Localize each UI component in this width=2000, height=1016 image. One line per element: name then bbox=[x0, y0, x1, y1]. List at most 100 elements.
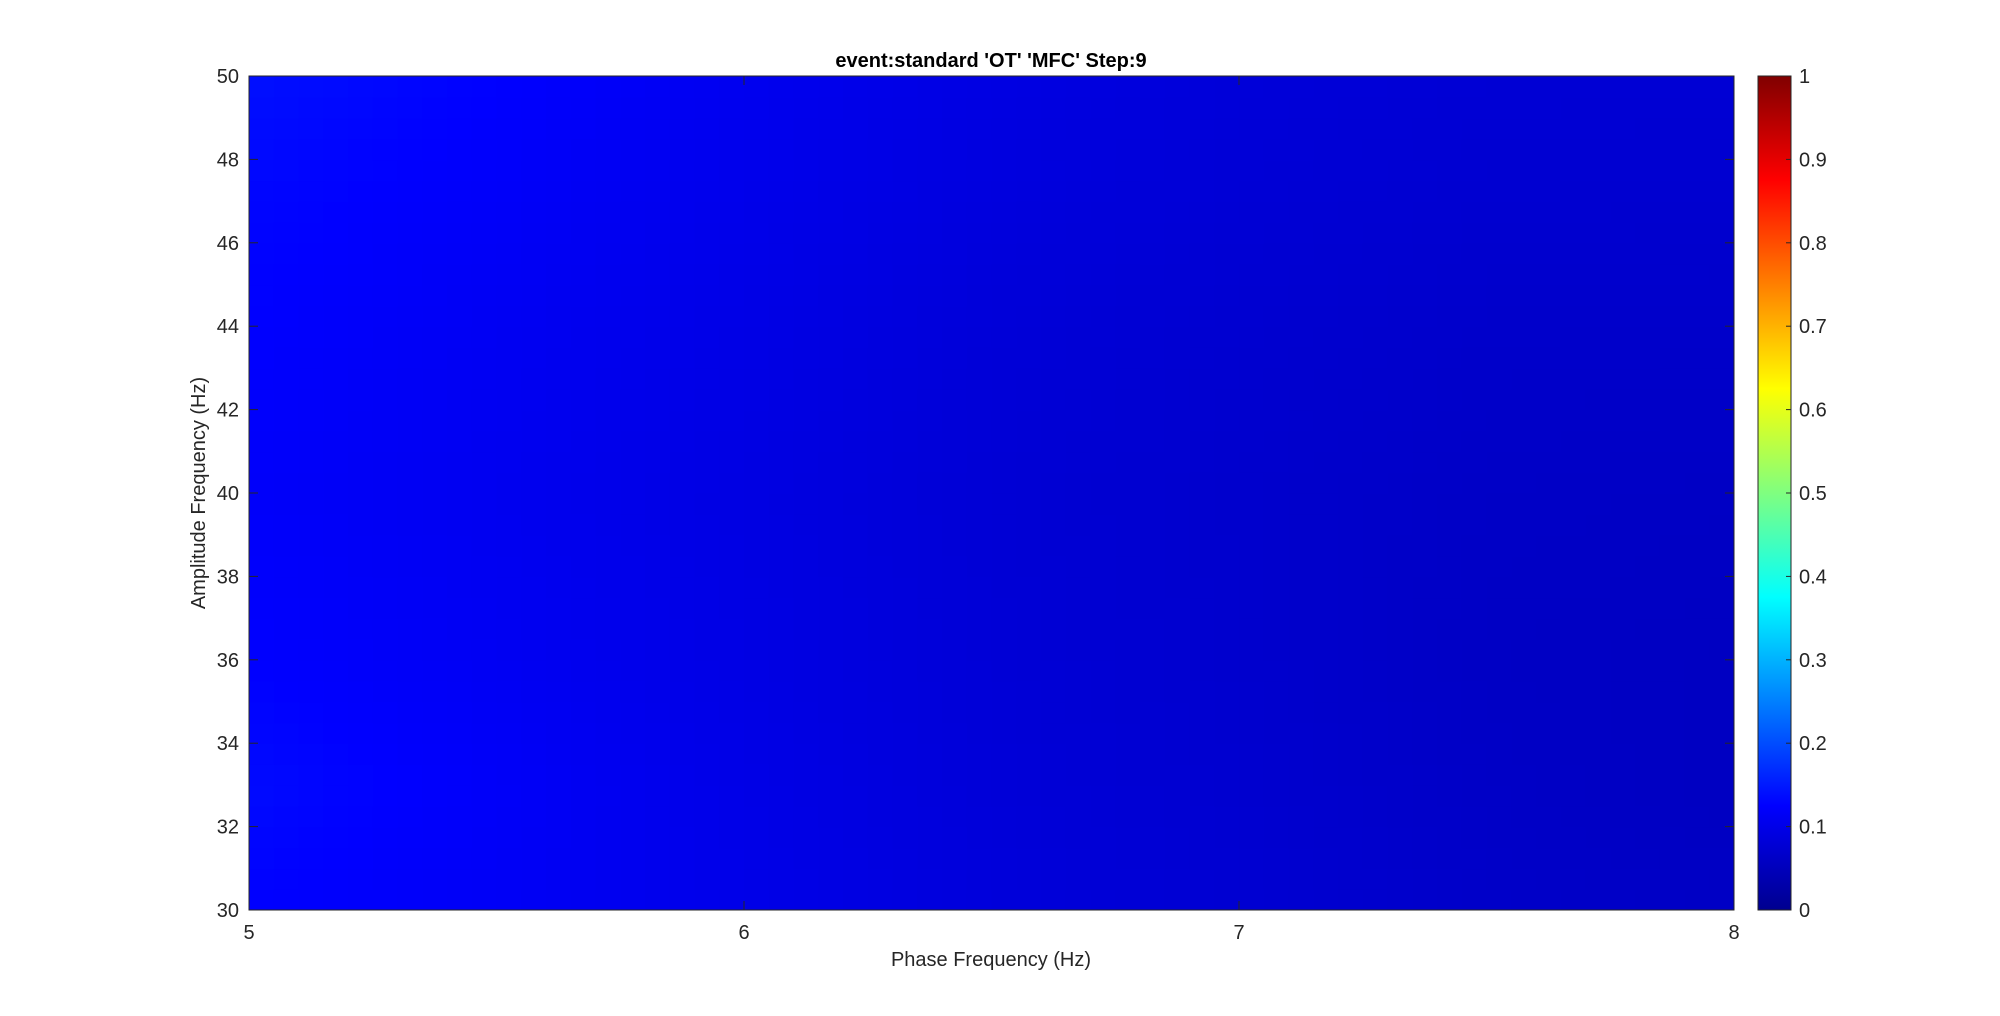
heatmap-cell bbox=[1214, 597, 1240, 619]
heatmap-cell bbox=[645, 618, 671, 640]
heatmap-cell bbox=[298, 659, 325, 682]
heatmap-cell bbox=[323, 805, 349, 828]
heatmap-cell bbox=[1412, 659, 1438, 682]
heatmap-cell bbox=[348, 326, 374, 348]
heatmap-cell bbox=[719, 180, 745, 202]
heatmap-cell bbox=[1461, 221, 1488, 244]
heatmap-cell bbox=[273, 555, 300, 578]
heatmap-cell bbox=[1461, 409, 1488, 432]
heatmap-cell bbox=[323, 388, 349, 411]
heatmap-cell bbox=[422, 430, 448, 453]
heatmap-cell bbox=[1684, 555, 1711, 578]
heatmap-cell bbox=[595, 96, 622, 119]
heatmap-cell bbox=[1263, 367, 1290, 390]
heatmap-cell bbox=[917, 409, 943, 432]
heatmap-cell bbox=[793, 889, 820, 910]
heatmap-cell bbox=[1659, 472, 1686, 494]
heatmap-cell bbox=[620, 388, 646, 411]
heatmap-cell bbox=[669, 618, 696, 640]
heatmap-cell bbox=[1288, 263, 1315, 286]
heatmap-cell bbox=[1313, 576, 1339, 599]
heatmap-cell bbox=[1659, 659, 1686, 682]
heatmap-cell bbox=[521, 513, 547, 536]
heatmap-cell bbox=[620, 96, 646, 119]
heatmap-cell bbox=[1189, 534, 1216, 557]
heatmap-cell bbox=[892, 347, 919, 369]
heatmap-cell bbox=[917, 534, 943, 557]
heatmap-cell bbox=[1461, 242, 1488, 265]
heatmap-cell bbox=[1239, 764, 1265, 786]
colorbar-tick-label: 0 bbox=[1799, 900, 1810, 922]
heatmap-cell bbox=[1536, 367, 1562, 390]
heatmap-cell bbox=[768, 472, 795, 494]
heatmap-cell bbox=[1090, 117, 1117, 140]
heatmap-cell bbox=[1585, 784, 1612, 807]
heatmap-cell bbox=[1338, 326, 1364, 348]
heatmap-cell bbox=[1560, 889, 1587, 910]
heatmap-cell bbox=[1387, 263, 1414, 286]
heatmap-cell bbox=[1709, 868, 1734, 890]
heatmap-cell bbox=[1585, 680, 1612, 703]
heatmap-cell bbox=[1338, 847, 1364, 870]
heatmap-cell bbox=[1387, 576, 1414, 599]
heatmap-cell bbox=[1041, 743, 1067, 765]
heatmap-cell bbox=[1288, 326, 1315, 348]
heatmap-cell bbox=[1659, 513, 1686, 536]
heatmap-cell bbox=[1214, 722, 1240, 744]
heatmap-cell bbox=[570, 805, 597, 828]
heatmap-cell bbox=[348, 513, 374, 536]
y-tick-label: 44 bbox=[217, 316, 239, 338]
heatmap-cell bbox=[546, 576, 572, 599]
heatmap-cell bbox=[447, 513, 473, 536]
heatmap-cell bbox=[298, 221, 325, 244]
heatmap-cell bbox=[669, 701, 696, 724]
heatmap-cell bbox=[1140, 96, 1166, 119]
heatmap-cell bbox=[917, 305, 943, 327]
heatmap-cell bbox=[793, 722, 820, 744]
heatmap-cell bbox=[323, 472, 349, 494]
heatmap-cell bbox=[991, 76, 1018, 98]
heatmap-cell bbox=[1560, 451, 1587, 473]
heatmap-cell bbox=[1585, 347, 1612, 369]
heatmap-cell bbox=[249, 409, 275, 432]
heatmap-cell bbox=[1437, 76, 1463, 98]
heatmap-cell bbox=[1511, 722, 1537, 744]
heatmap-cell bbox=[1239, 263, 1265, 286]
heatmap-cell bbox=[249, 680, 275, 703]
heatmap-cell bbox=[1387, 555, 1414, 578]
heatmap-cell bbox=[372, 138, 399, 161]
heatmap-cell bbox=[966, 472, 993, 494]
heatmap-cell bbox=[1511, 576, 1537, 599]
heatmap-cell bbox=[1511, 76, 1537, 98]
heatmap-cell bbox=[1511, 430, 1537, 453]
heatmap-cell bbox=[818, 847, 844, 870]
heatmap-cell bbox=[768, 138, 795, 161]
heatmap-cell bbox=[966, 159, 993, 182]
heatmap-cell bbox=[1288, 284, 1315, 307]
colorbar-tick-label: 0.7 bbox=[1799, 316, 1827, 338]
heatmap-cell bbox=[1461, 618, 1488, 640]
heatmap-cell bbox=[1115, 722, 1141, 744]
heatmap-cell bbox=[1511, 764, 1537, 786]
heatmap-cell bbox=[991, 242, 1018, 265]
heatmap-cell bbox=[1486, 784, 1513, 807]
heatmap-cell bbox=[546, 430, 572, 453]
heatmap-cell bbox=[249, 826, 275, 849]
heatmap-cell bbox=[645, 847, 671, 870]
heatmap-cell bbox=[1585, 576, 1612, 599]
heatmap-cell bbox=[1412, 680, 1438, 703]
heatmap-cell bbox=[1536, 680, 1562, 703]
heatmap bbox=[249, 76, 1734, 910]
heatmap-cell bbox=[1140, 367, 1166, 390]
heatmap-cell bbox=[1140, 638, 1166, 661]
heatmap-cell bbox=[1536, 638, 1562, 661]
heatmap-cell bbox=[1164, 388, 1191, 411]
heatmap-cell bbox=[471, 409, 498, 432]
heatmap-cell bbox=[719, 534, 745, 557]
heatmap-cell bbox=[1313, 159, 1339, 182]
heatmap-cell bbox=[1511, 347, 1537, 369]
heatmap-cell bbox=[1338, 388, 1364, 411]
heatmap-cell bbox=[1635, 722, 1661, 744]
heatmap-cell bbox=[1189, 305, 1216, 327]
